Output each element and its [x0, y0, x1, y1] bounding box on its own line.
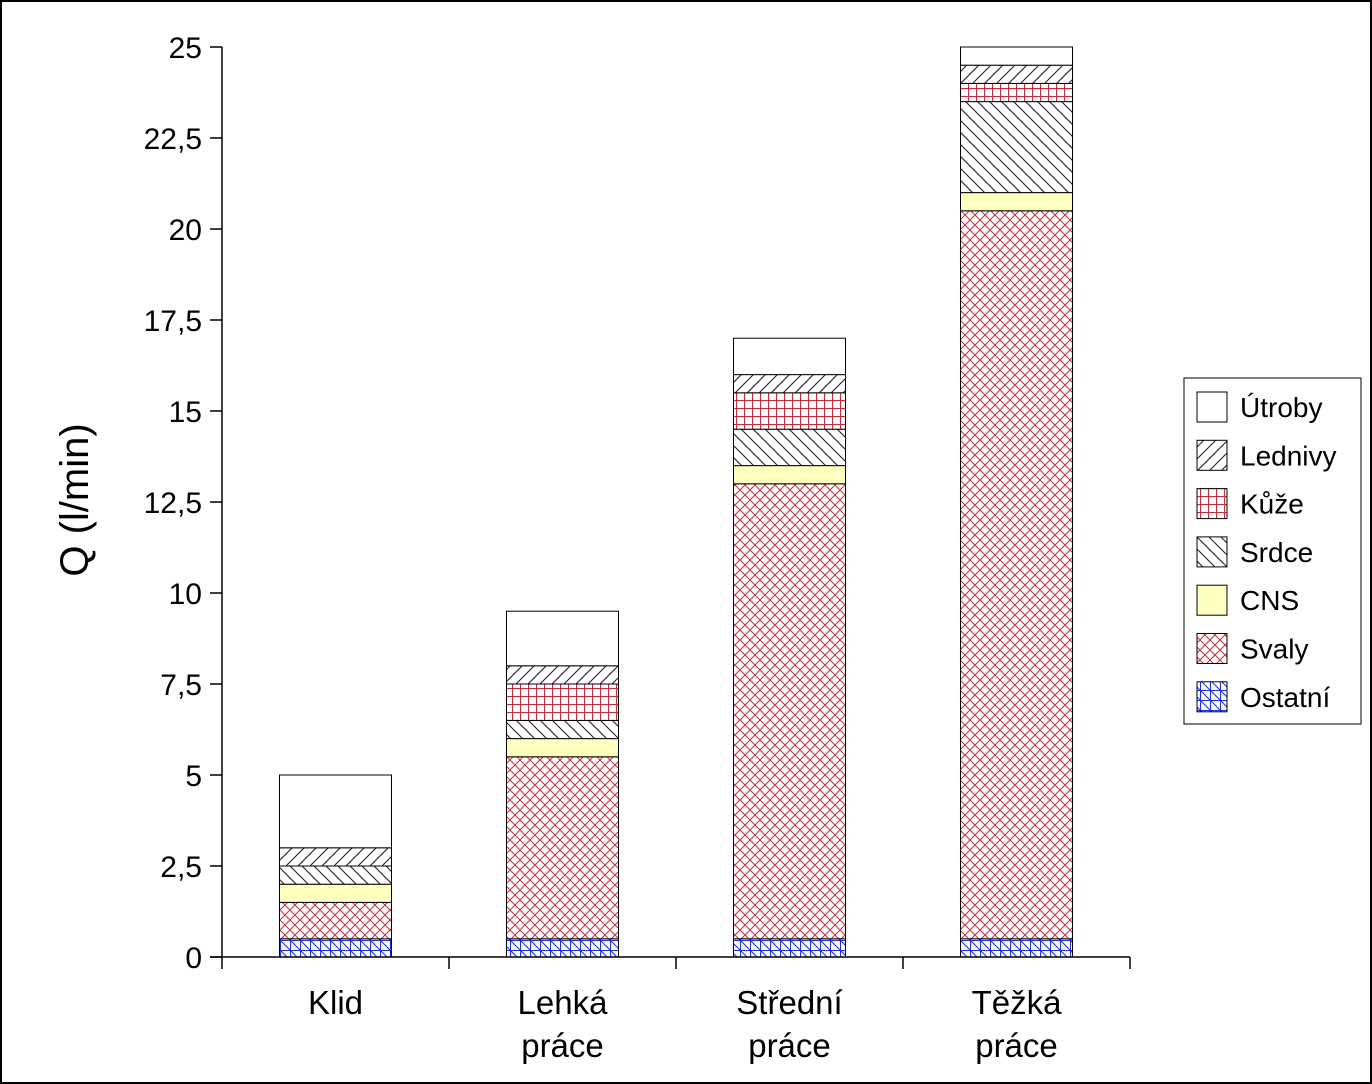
axes-layer: 0 2,5 5 7,5 10 12,5 15 17,5 20 22,5 25 Klid Lehká prá… [144, 32, 1131, 1064]
bar-segment-ostatni-2 [506, 938, 619, 958]
y-tick-label: 17,5 [144, 305, 202, 338]
bar-segment-srdce-2 [506, 719, 619, 740]
bar-segment-svaly-3 [733, 483, 846, 940]
bar-segment-cns-4 [960, 192, 1073, 212]
x-category-label: práce [521, 1027, 604, 1064]
legend-label-lednivy: Lednivy [1240, 440, 1337, 471]
bar-segment-kuze-4 [960, 82, 1073, 103]
legend-label-ostatni: Ostatní [1240, 682, 1330, 713]
legend-swatch-svaly [1196, 633, 1228, 664]
x-category-label: práce [975, 1027, 1058, 1064]
y-tick-label: 5 [185, 760, 202, 793]
bar-segment-utroby-3 [733, 337, 846, 376]
bar-segment-utroby-2 [506, 610, 619, 667]
legend-swatch-srdce [1196, 536, 1228, 568]
bar-segment-kuze-2 [506, 683, 619, 721]
bar-segment-svaly-2 [506, 756, 619, 940]
legend-label-cns: CNS [1240, 585, 1299, 616]
legend-label-svaly: Svaly [1240, 634, 1308, 665]
y-tick-label: 12,5 [144, 487, 202, 520]
legend-swatch-ostatni [1196, 681, 1228, 713]
bar-segment-utroby-4 [960, 46, 1073, 66]
bars-layer [279, 46, 1073, 958]
bar-segment-utroby-1 [279, 774, 392, 849]
legend-label-srdce: Srdce [1240, 537, 1313, 568]
y-tick-label: 15 [169, 396, 202, 429]
bar-segment-lednivy-4 [960, 64, 1073, 84]
y-tick-label: 0 [185, 942, 202, 975]
y-tick-label: 25 [169, 32, 202, 65]
legend-swatch-cns [1196, 584, 1228, 616]
y-tick-label: 7,5 [160, 669, 202, 702]
bar-segment-cns-3 [733, 465, 846, 485]
legend-swatch-kuze [1196, 488, 1228, 520]
bar-segment-ostatni-4 [960, 938, 1073, 958]
legend-swatch-utroby [1196, 391, 1228, 423]
legend-swatch-lednivy [1196, 439, 1228, 471]
bar-segment-lednivy-1 [279, 847, 392, 867]
x-category-label: Těžká [972, 984, 1063, 1021]
bar-segment-srdce-4 [960, 101, 1073, 194]
bar-segment-svaly-1 [279, 901, 392, 940]
bar-segment-svaly-4 [960, 210, 1073, 940]
bar-segment-srdce-3 [733, 428, 846, 467]
y-tick-label: 10 [169, 578, 202, 611]
bar-segment-ostatni-3 [733, 938, 846, 958]
y-tick-label: 22,5 [144, 123, 202, 156]
y-tick-label: 20 [169, 214, 202, 247]
bar-segment-ostatni-1 [279, 938, 392, 958]
bar-segment-cns-1 [279, 883, 392, 903]
legend-layer: Útroby Lednivy Kůže Srdce CNS Svaly Ostatní [1183, 377, 1362, 725]
legend-label-kuze: Kůže [1240, 489, 1304, 520]
x-category-label: Lehká [518, 984, 609, 1021]
bar-segment-srdce-1 [279, 865, 392, 885]
y-axis-title: Q (l/min) [53, 423, 97, 576]
x-category-label: Klid [308, 984, 363, 1021]
y-tick-label: 2,5 [160, 851, 202, 884]
x-category-label: práce [748, 1027, 831, 1064]
bar-segment-kuze-3 [733, 392, 846, 430]
bar-segment-lednivy-2 [506, 665, 619, 685]
bar-segment-lednivy-3 [733, 374, 846, 394]
legend-label-utroby: Útroby [1240, 392, 1322, 423]
bar-segment-cns-2 [506, 738, 619, 758]
x-category-label: Střední [736, 984, 842, 1021]
